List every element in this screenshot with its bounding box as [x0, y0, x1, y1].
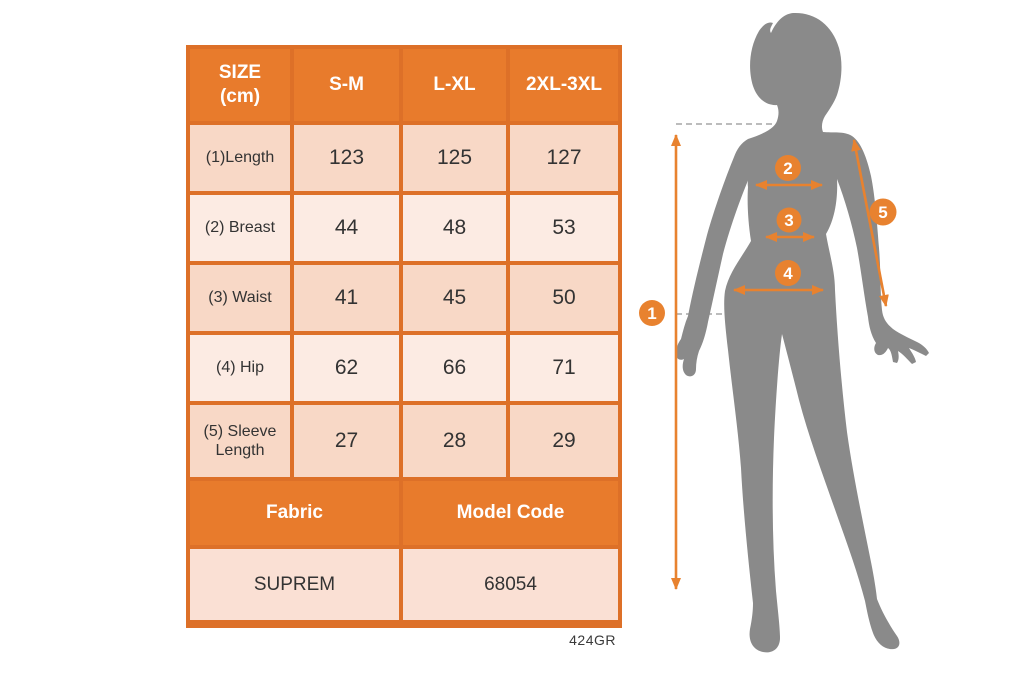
value-waist-sm: 41	[294, 265, 399, 331]
value-hip-lxl: 66	[403, 335, 506, 401]
table-header-size: SIZE (cm)	[190, 49, 290, 121]
body-measurement-diagram: 1 2 3 4 5	[639, 12, 929, 653]
marker-number-3: 3	[784, 211, 793, 230]
marker-badge-5: 5	[869, 198, 897, 226]
value-length-2xl3xl: 127	[510, 125, 618, 191]
row-label-waist: (3) Waist	[190, 265, 290, 331]
marker-badge-2: 2	[775, 155, 801, 181]
footer-header-model-code: Model Code	[403, 481, 618, 545]
marker-number-1: 1	[647, 304, 656, 323]
footer-value-model-code: 68054	[403, 549, 618, 620]
value-waist-lxl: 45	[403, 265, 506, 331]
size-table: SIZE (cm) S-M L-XL 2XL-3XL (1)Length 123…	[186, 45, 622, 628]
footer-header-fabric: Fabric	[190, 481, 399, 545]
model-note: 424GR	[569, 632, 616, 648]
row-label-length: (1)Length	[190, 125, 290, 191]
table-header-col-2xl3xl: 2XL-3XL	[510, 49, 618, 121]
row-label-breast: (2) Breast	[190, 195, 290, 261]
value-breast-2xl3xl: 53	[510, 195, 618, 261]
marker-badge-4: 4	[775, 260, 801, 286]
marker-badge-3: 3	[776, 207, 802, 233]
row-label-hip: (4) Hip	[190, 335, 290, 401]
value-hip-sm: 62	[294, 335, 399, 401]
footer-value-fabric: SUPREM	[190, 549, 399, 620]
row-label-sleeve-length: (5) Sleeve Length	[190, 405, 290, 477]
marker-number-5: 5	[878, 203, 887, 222]
value-sleeve-lxl: 28	[403, 405, 506, 477]
value-waist-2xl3xl: 50	[510, 265, 618, 331]
value-length-sm: 123	[294, 125, 399, 191]
value-sleeve-2xl3xl: 29	[510, 405, 618, 477]
table-header-col-lxl: L-XL	[403, 49, 506, 121]
marker-number-2: 2	[783, 159, 792, 178]
sleeve-measure-arrow	[851, 139, 889, 307]
table-header-col-sm: S-M	[294, 49, 399, 121]
value-breast-sm: 44	[294, 195, 399, 261]
table-header-size-label: SIZE (cm)	[218, 62, 262, 107]
marker-number-4: 4	[783, 264, 793, 283]
value-length-lxl: 125	[403, 125, 506, 191]
value-hip-2xl3xl: 71	[510, 335, 618, 401]
value-sleeve-sm: 27	[294, 405, 399, 477]
female-body-silhouette	[676, 12, 929, 653]
marker-badge-1: 1	[639, 300, 665, 326]
value-breast-lxl: 48	[403, 195, 506, 261]
